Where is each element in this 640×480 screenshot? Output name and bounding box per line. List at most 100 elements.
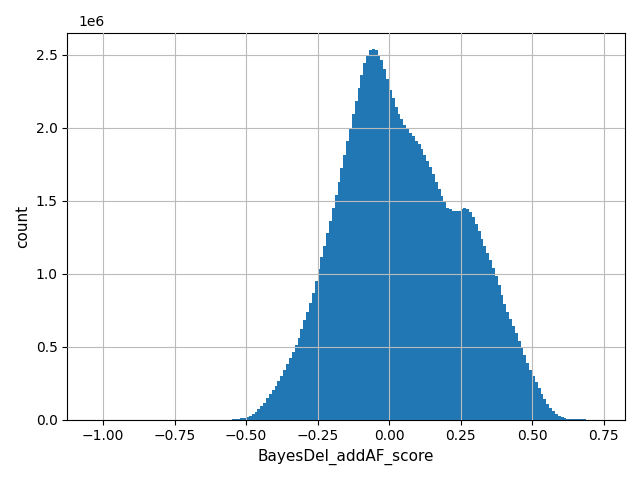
Bar — [269, 394, 272, 420]
Bar — [358, 88, 360, 420]
Bar — [372, 49, 375, 420]
Bar — [472, 216, 475, 420]
Bar — [563, 418, 566, 420]
Bar — [486, 253, 489, 420]
Bar — [300, 329, 303, 420]
Bar — [294, 345, 298, 420]
Bar — [332, 208, 335, 420]
Bar — [406, 129, 409, 420]
Bar — [323, 246, 326, 420]
Text: 1e6: 1e6 — [79, 15, 105, 29]
Bar — [504, 304, 506, 420]
Bar — [303, 320, 306, 420]
Bar — [520, 348, 524, 420]
Bar — [467, 209, 469, 420]
Bar — [266, 398, 269, 420]
Bar — [343, 156, 346, 420]
Bar — [249, 416, 252, 420]
Bar — [403, 125, 406, 420]
Bar — [432, 174, 435, 420]
Bar — [397, 114, 401, 420]
Bar — [237, 419, 240, 420]
Bar — [257, 409, 260, 420]
Bar — [438, 189, 440, 420]
Bar — [638, 417, 640, 420]
Bar — [566, 419, 569, 420]
Bar — [260, 407, 263, 420]
Bar — [509, 319, 512, 420]
Bar — [492, 268, 495, 420]
Y-axis label: count: count — [15, 204, 30, 248]
Bar — [252, 414, 255, 420]
Bar — [298, 338, 300, 420]
Bar — [386, 79, 389, 420]
Bar — [424, 156, 426, 420]
Bar — [529, 370, 532, 420]
Bar — [366, 55, 369, 420]
Bar — [355, 101, 358, 420]
Bar — [558, 416, 561, 420]
Bar — [352, 114, 355, 420]
Bar — [532, 376, 535, 420]
Bar — [418, 144, 420, 420]
Bar — [275, 386, 278, 420]
Bar — [289, 358, 292, 420]
Bar — [395, 107, 397, 420]
Bar — [335, 195, 337, 420]
Bar — [286, 364, 289, 420]
Bar — [495, 276, 498, 420]
Bar — [380, 60, 383, 420]
Bar — [435, 181, 438, 420]
Bar — [515, 334, 518, 420]
Bar — [426, 161, 429, 420]
Bar — [389, 90, 392, 420]
Bar — [420, 149, 424, 420]
Bar — [455, 211, 458, 420]
Bar — [415, 141, 418, 420]
Bar — [547, 404, 549, 420]
Bar — [364, 63, 366, 420]
Bar — [449, 209, 452, 420]
Bar — [240, 419, 243, 420]
Bar — [306, 312, 309, 420]
Bar — [512, 326, 515, 420]
Bar — [243, 418, 246, 420]
Bar — [561, 417, 563, 420]
Bar — [329, 221, 332, 420]
Bar — [280, 376, 284, 420]
Bar — [518, 341, 520, 420]
Bar — [461, 209, 463, 420]
Bar — [246, 417, 249, 420]
Bar — [349, 128, 352, 420]
Bar — [375, 50, 378, 420]
Bar — [255, 412, 257, 420]
Bar — [569, 419, 572, 420]
Bar — [326, 233, 329, 420]
Bar — [321, 257, 323, 420]
Bar — [409, 133, 412, 420]
Bar — [346, 141, 349, 420]
Bar — [475, 224, 477, 420]
Bar — [469, 212, 472, 420]
Bar — [392, 98, 395, 420]
Bar — [458, 211, 461, 420]
Bar — [429, 167, 432, 420]
Bar — [337, 181, 340, 420]
Bar — [278, 381, 280, 420]
Bar — [498, 285, 500, 420]
Bar — [401, 119, 403, 420]
Bar — [444, 202, 446, 420]
Bar — [360, 75, 364, 420]
Bar — [440, 196, 444, 420]
Bar — [263, 403, 266, 420]
Bar — [500, 296, 504, 420]
Bar — [524, 355, 526, 420]
Bar — [538, 388, 541, 420]
Bar — [309, 303, 312, 420]
Bar — [543, 399, 547, 420]
Bar — [549, 408, 552, 420]
Bar — [477, 231, 481, 420]
Bar — [506, 312, 509, 420]
Bar — [312, 292, 315, 420]
Bar — [383, 69, 386, 420]
